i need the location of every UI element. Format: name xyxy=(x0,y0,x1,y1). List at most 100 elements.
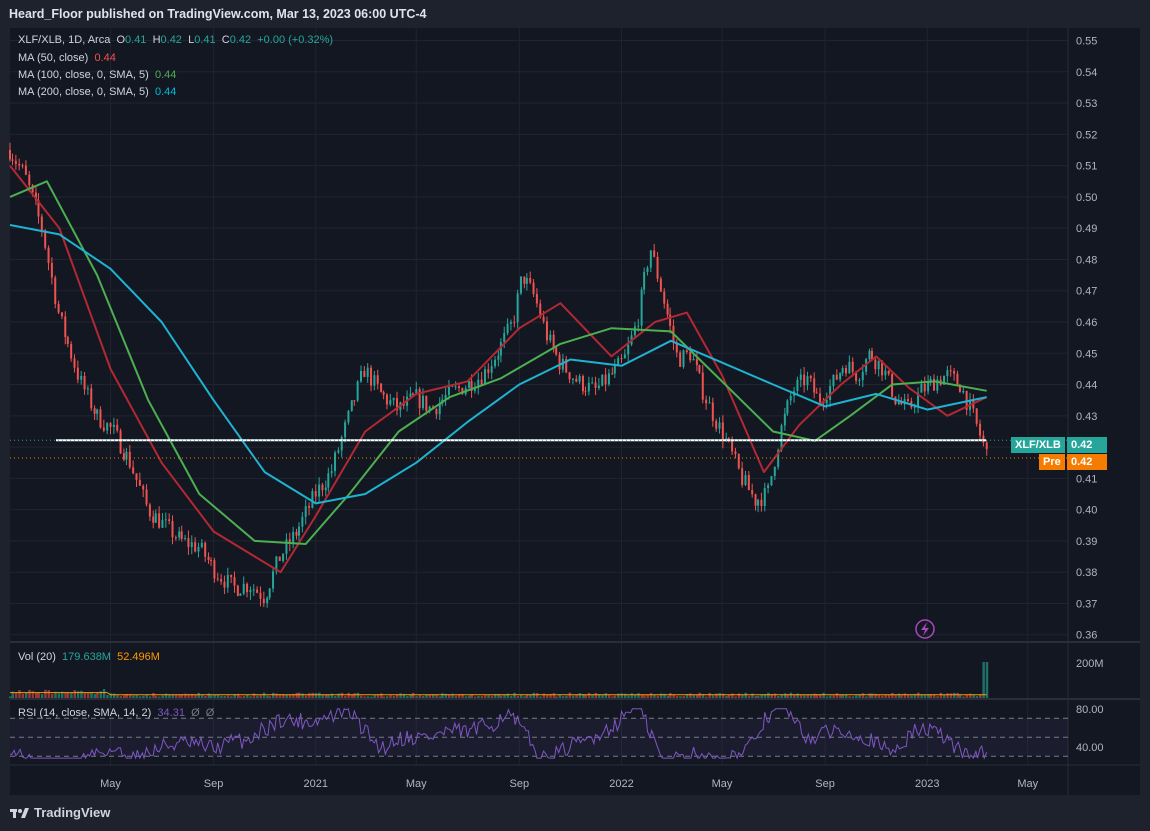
volume-bar-114 xyxy=(380,693,383,698)
candle-body-50 xyxy=(171,521,174,538)
volume-bar-167 xyxy=(552,693,556,698)
rsi-band xyxy=(10,718,1068,757)
volume-bar-74 xyxy=(249,696,252,698)
volume-bar-94 xyxy=(314,693,318,698)
volume-bar-91 xyxy=(304,695,308,698)
volume-bar-107 xyxy=(356,692,360,698)
volume-bar-300 xyxy=(985,662,989,698)
volume-bar-143 xyxy=(473,696,477,698)
volume-bar-296 xyxy=(972,695,975,698)
volume-bar-102 xyxy=(340,692,344,698)
candle-body-203 xyxy=(669,314,672,326)
candle-body-56 xyxy=(190,542,193,548)
volume-bar-108 xyxy=(359,695,363,698)
candle-body-149 xyxy=(494,359,497,367)
candle-body-230 xyxy=(757,499,760,506)
ma100-legend[interactable]: MA (100, close, 0, SMA, 5) 0.44 xyxy=(18,69,176,81)
candle-body-186 xyxy=(613,364,616,374)
event-icon-circle xyxy=(915,619,935,639)
volume-bar-9 xyxy=(37,692,40,698)
volume-bar-18 xyxy=(66,692,70,698)
volume-bar-184 xyxy=(607,695,611,698)
candle-body-34 xyxy=(119,430,122,454)
symbol-price-tag-label: XLF/XLB xyxy=(1011,437,1065,453)
candle-body-85 xyxy=(285,539,288,554)
candle-body-152 xyxy=(503,333,506,343)
candle-body-144 xyxy=(477,379,480,389)
volume-bar-267 xyxy=(877,694,881,698)
candle-body-20 xyxy=(73,358,76,368)
volume-bar-1 xyxy=(11,691,15,698)
candle-body-164 xyxy=(542,316,545,322)
candle-body-112 xyxy=(373,375,376,386)
volume-bar-43 xyxy=(148,696,152,698)
candle-body-233 xyxy=(767,485,770,489)
volume-bar-87 xyxy=(292,694,295,698)
volume-legend[interactable]: Vol (20) 179.638M 52.496M xyxy=(18,651,160,663)
volume-bar-290 xyxy=(953,692,956,698)
volume-bar-230 xyxy=(757,695,760,698)
footer-bar xyxy=(0,802,1150,831)
rsi-pane xyxy=(10,700,1068,765)
volume-bar-285 xyxy=(936,696,939,698)
candle-body-261 xyxy=(858,380,861,382)
candle-body-8 xyxy=(34,192,37,201)
candle-body-141 xyxy=(468,380,471,389)
y-tick-label-7: 0.48 xyxy=(1076,254,1097,266)
candle-body-293 xyxy=(962,390,965,393)
volume-bar-224 xyxy=(737,693,741,698)
y-tick-label-8: 0.47 xyxy=(1076,286,1097,298)
volume-bar-239 xyxy=(786,694,789,698)
volume-bar-84 xyxy=(282,694,285,698)
candle-body-68 xyxy=(230,574,233,578)
volume-bar-264 xyxy=(868,693,871,698)
volume-bar-12 xyxy=(47,690,51,698)
volume-bar-247 xyxy=(813,693,816,698)
volume-bar-192 xyxy=(633,694,637,698)
volume-bar-259 xyxy=(851,696,855,698)
candle-body-267 xyxy=(877,360,880,370)
candle-body-113 xyxy=(376,375,379,384)
volume-bar-61 xyxy=(207,693,211,698)
candle-body-189 xyxy=(623,354,626,359)
candle-body-89 xyxy=(298,526,301,536)
candle-body-168 xyxy=(555,347,558,355)
candle-body-257 xyxy=(845,368,848,374)
candle-body-173 xyxy=(571,378,574,380)
volume-bar-148 xyxy=(490,695,494,698)
volume-bar-21 xyxy=(76,691,80,698)
candle-body-92 xyxy=(308,506,311,508)
volume-bar-175 xyxy=(578,693,582,698)
y-tick-label-18: 0.37 xyxy=(1076,598,1097,610)
candle-body-221 xyxy=(727,438,730,440)
tradingview-logo[interactable]: TradingView xyxy=(10,805,110,820)
candle-body-38 xyxy=(132,467,135,474)
volume-bar-115 xyxy=(382,696,386,698)
volume-bar-58 xyxy=(197,692,200,698)
candle-body-10 xyxy=(40,216,43,231)
volume-bar-277 xyxy=(910,695,913,698)
volume-bar-127 xyxy=(421,695,425,698)
candle-body-111 xyxy=(370,367,373,386)
rsi-label: RSI (14, close, SMA, 14, 2) xyxy=(18,707,152,719)
volume-bar-211 xyxy=(695,694,699,698)
volume-bars-group xyxy=(9,662,989,698)
rsi-legend[interactable]: RSI (14, close, SMA, 14, 2) 34.31 Ø Ø xyxy=(18,707,214,719)
candle-body-146 xyxy=(483,369,486,386)
y-tick-label-0: 0.55 xyxy=(1076,36,1097,48)
volume-bar-145 xyxy=(480,696,484,698)
volume-bar-158 xyxy=(523,696,526,698)
ma200-value: 0.44 xyxy=(154,86,177,98)
volume-bar-236 xyxy=(777,696,780,698)
volume-bar-288 xyxy=(946,693,949,698)
y-tick-label-19: 0.36 xyxy=(1076,630,1097,642)
candle-body-242 xyxy=(796,379,799,392)
candle-body-90 xyxy=(301,516,304,527)
volume-bar-125 xyxy=(415,696,418,698)
ma200-legend[interactable]: MA (200, close, 0, SMA, 5) 0.44 xyxy=(18,86,176,98)
ma50-legend[interactable]: MA (50, close) 0.44 xyxy=(18,52,116,64)
candle-body-48 xyxy=(164,519,167,521)
symbol-legend[interactable]: XLF/XLB, 1D, Arca O0.41 H0.42 L0.41 C0.4… xyxy=(18,34,333,46)
volume-bar-23 xyxy=(83,692,87,698)
